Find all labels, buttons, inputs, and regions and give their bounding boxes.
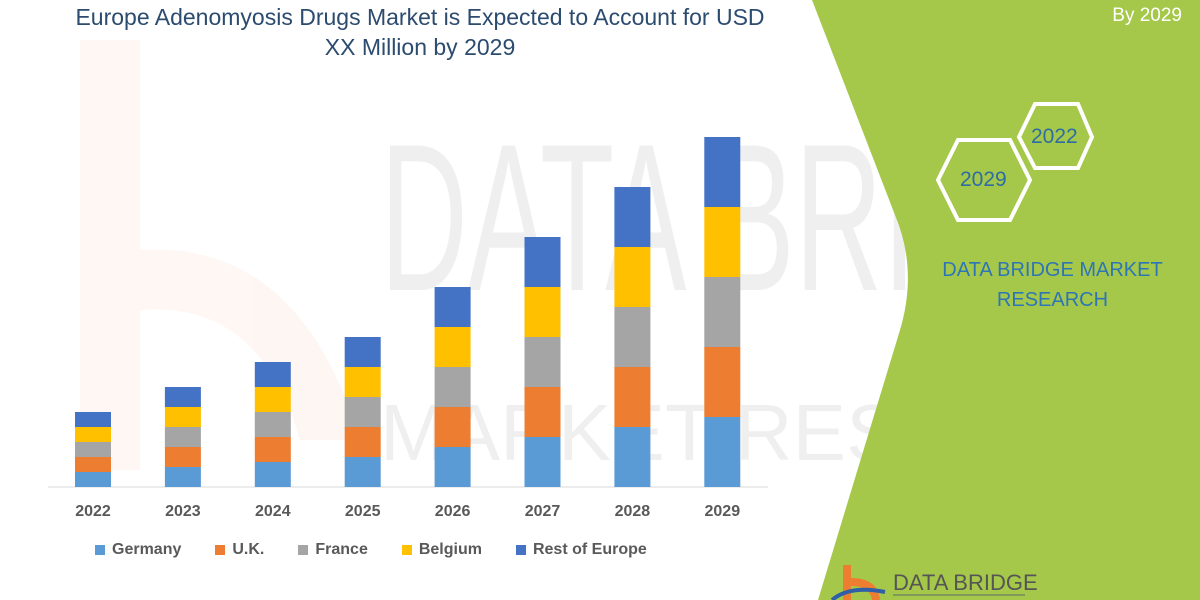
title-line-1: Europe Adenomyosis Drugs Market is Expec… <box>40 2 800 32</box>
bar-2022-belgium <box>75 427 111 442</box>
legend-label: Germany <box>112 541 181 559</box>
bar-2029-france <box>704 277 740 347</box>
bar-2025-u-k- <box>345 427 381 457</box>
bar-2028-rest-of-europe <box>614 187 650 247</box>
legend-item: France <box>298 541 367 559</box>
bar-2024-france <box>255 412 291 437</box>
bar-2022-germany <box>75 472 111 487</box>
bar-2022-france <box>75 442 111 457</box>
legend-label: France <box>315 541 367 559</box>
bar-2024-u-k- <box>255 437 291 462</box>
x-tick-label: 2022 <box>63 503 123 521</box>
bar-2026-u-k- <box>435 407 471 447</box>
bar-2024-germany <box>255 462 291 487</box>
bar-2027-u-k- <box>525 387 561 437</box>
title-line-2: XX Million by 2029 <box>40 32 800 62</box>
bar-2024-rest-of-europe <box>255 362 291 387</box>
x-tick-label: 2028 <box>602 503 662 521</box>
brand-text: DATA BRIDGE MARKET RESEARCH <box>925 255 1180 315</box>
bar-2026-germany <box>435 447 471 487</box>
bar-2027-rest-of-europe <box>525 237 561 287</box>
bar-2022-rest-of-europe <box>75 412 111 427</box>
bar-2027-belgium <box>525 287 561 337</box>
x-tick-label: 2026 <box>423 503 483 521</box>
bar-2025-germany <box>345 457 381 487</box>
legend-item: Belgium <box>402 541 482 559</box>
bar-2025-belgium <box>345 367 381 397</box>
bar-2028-belgium <box>614 247 650 307</box>
bar-2023-u-k- <box>165 447 201 467</box>
bar-2026-belgium <box>435 327 471 367</box>
legend-swatch <box>298 545 308 555</box>
bar-2022-u-k- <box>75 457 111 472</box>
bar-2028-germany <box>614 427 650 487</box>
bar-2027-germany <box>525 437 561 487</box>
x-tick-label: 2025 <box>333 503 393 521</box>
bar-2023-belgium <box>165 407 201 427</box>
bar-2023-rest-of-europe <box>165 387 201 407</box>
legend-label: Rest of Europe <box>533 541 647 559</box>
bar-2029-belgium <box>704 207 740 277</box>
by-year-label: By 2029 <box>1112 5 1182 27</box>
legend-item: Rest of Europe <box>516 541 647 559</box>
logo-text: DATA BRIDGE <box>893 570 1038 596</box>
x-tick-label: 2024 <box>243 503 303 521</box>
bar-2029-rest-of-europe <box>704 137 740 207</box>
legend-label: U.K. <box>232 541 264 559</box>
legend-swatch <box>516 545 526 555</box>
x-tick-label: 2023 <box>153 503 213 521</box>
bar-2026-france <box>435 367 471 407</box>
bar-2024-belgium <box>255 387 291 412</box>
x-tick-label: 2029 <box>692 503 752 521</box>
legend-swatch <box>402 545 412 555</box>
legend-swatch <box>95 545 105 555</box>
bar-2028-france <box>614 307 650 367</box>
chart-title: Europe Adenomyosis Drugs Market is Expec… <box>40 2 800 62</box>
legend-label: Belgium <box>419 541 482 559</box>
hex-year-2022: 2022 <box>1031 125 1078 149</box>
hex-year-2029: 2029 <box>960 168 1007 192</box>
bar-2025-france <box>345 397 381 427</box>
legend-swatch <box>215 545 225 555</box>
bar-2025-rest-of-europe <box>345 337 381 367</box>
bar-2028-u-k- <box>614 367 650 427</box>
x-tick-label: 2027 <box>513 503 573 521</box>
bar-2029-germany <box>704 417 740 487</box>
bar-2023-france <box>165 427 201 447</box>
legend-item: Germany <box>95 541 181 559</box>
bar-2027-france <box>525 337 561 387</box>
bar-2029-u-k- <box>704 347 740 417</box>
legend: Germany U.K. France Belgium Rest of Europe <box>95 541 681 559</box>
bar-2023-germany <box>165 467 201 487</box>
legend-item: U.K. <box>215 541 264 559</box>
bar-2026-rest-of-europe <box>435 287 471 327</box>
